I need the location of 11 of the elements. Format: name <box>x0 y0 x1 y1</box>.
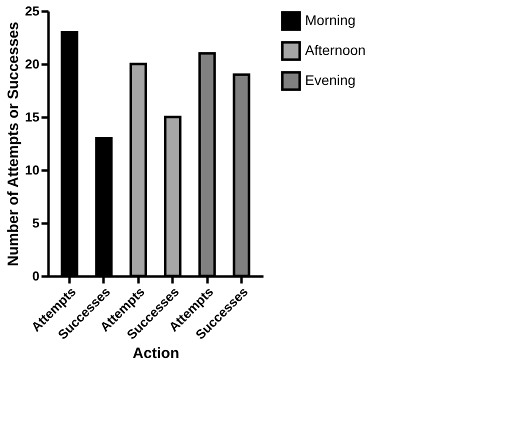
y-tick-label: 0 <box>32 268 40 284</box>
y-tick-label: 5 <box>32 216 40 230</box>
y-tick-label: 20 <box>25 56 40 72</box>
legend-label: Morning <box>305 12 356 28</box>
legend-label: Afternoon <box>305 42 366 58</box>
y-tick-label: 25 <box>25 4 40 18</box>
y-tick-label: 10 <box>25 162 40 178</box>
y-tick-label: 15 <box>25 110 40 124</box>
legend-label: Evening <box>305 72 356 88</box>
x-axis-title: Action <box>132 345 180 362</box>
y-axis-title: Number of Attempts or Successes <box>5 22 22 266</box>
